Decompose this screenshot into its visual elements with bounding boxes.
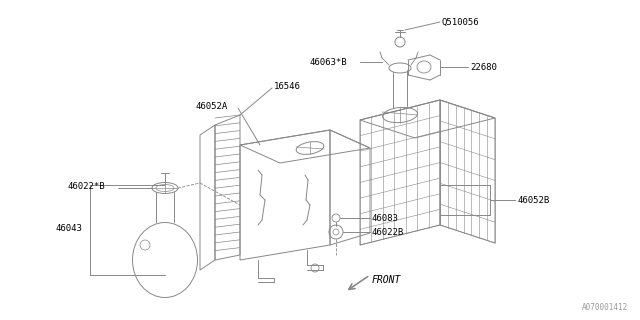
Text: 16546: 16546 bbox=[274, 82, 301, 91]
Text: Q510056: Q510056 bbox=[442, 18, 479, 27]
Text: 46022*B: 46022*B bbox=[67, 181, 104, 190]
Text: 46022B: 46022B bbox=[372, 228, 404, 236]
Text: 46083: 46083 bbox=[372, 213, 399, 222]
Text: 46052A: 46052A bbox=[195, 101, 227, 110]
Text: 22680: 22680 bbox=[470, 62, 497, 71]
Text: 46043: 46043 bbox=[55, 223, 82, 233]
Text: 46063*B: 46063*B bbox=[310, 58, 348, 67]
Text: A070001412: A070001412 bbox=[582, 303, 628, 312]
Text: FRONT: FRONT bbox=[372, 275, 401, 285]
Text: 46052B: 46052B bbox=[517, 196, 549, 204]
